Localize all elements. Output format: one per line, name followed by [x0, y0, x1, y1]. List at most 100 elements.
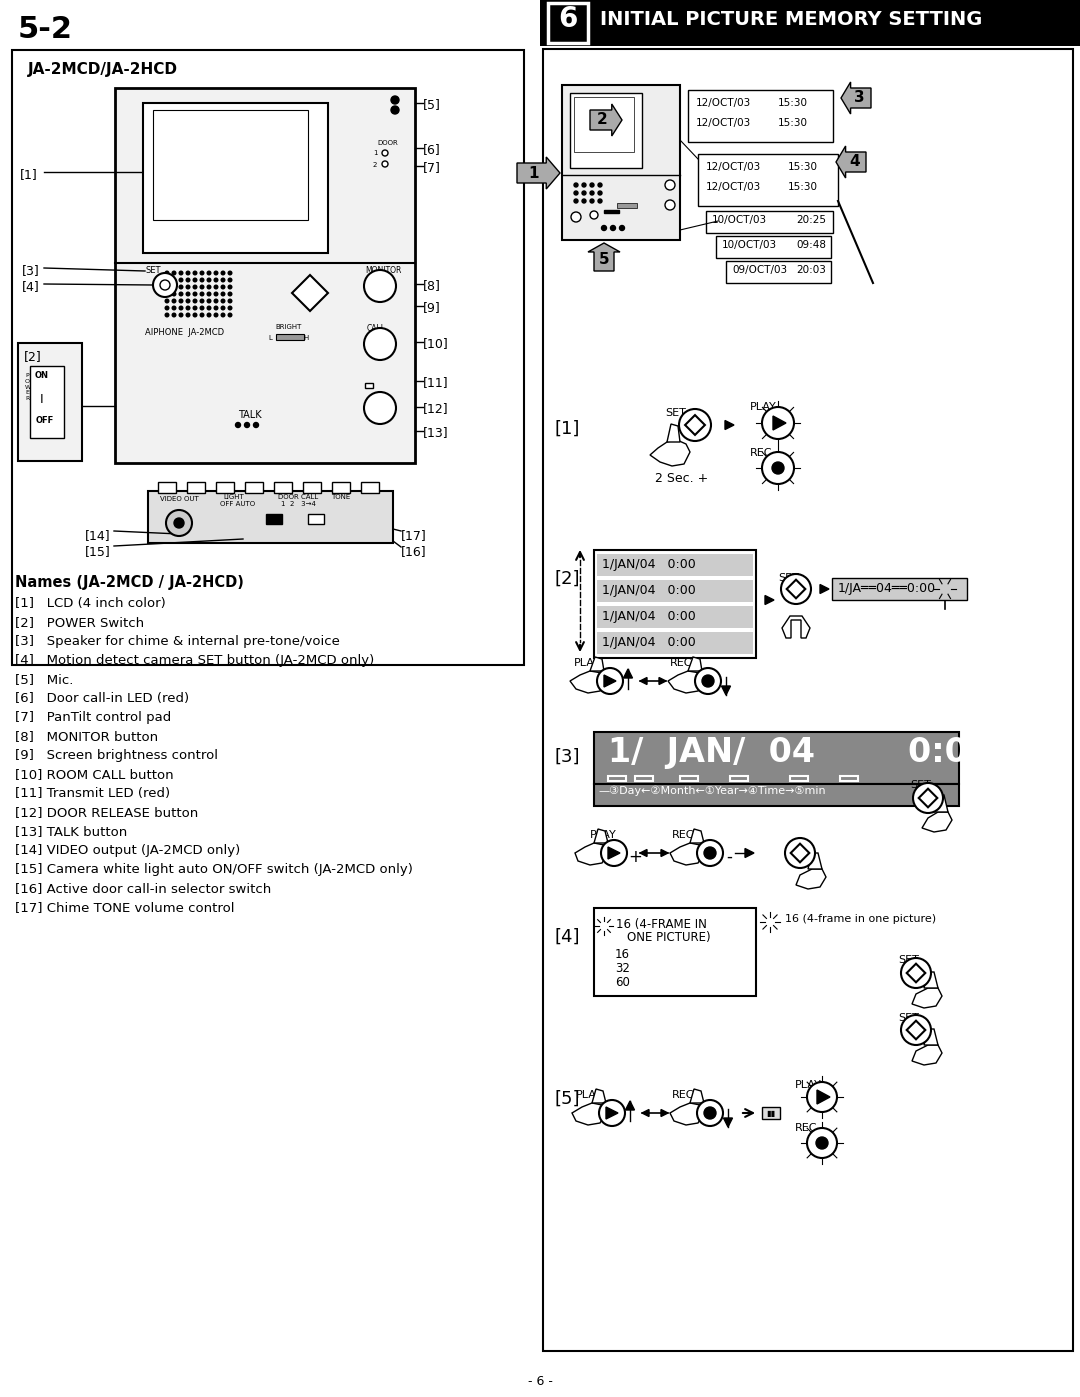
Polygon shape [773, 416, 786, 430]
Circle shape [153, 272, 177, 298]
Text: PLAY: PLAY [576, 1090, 603, 1099]
Circle shape [702, 675, 714, 687]
Circle shape [772, 462, 784, 474]
Polygon shape [816, 1090, 831, 1104]
Bar [594, 908, 756, 996]
Text: 1/JAN/04   0:00: 1/JAN/04 0:00 [602, 636, 696, 650]
Circle shape [193, 271, 197, 275]
Circle shape [228, 313, 232, 317]
Bar [608, 775, 626, 781]
Circle shape [228, 278, 232, 282]
Circle shape [582, 191, 586, 196]
Circle shape [221, 299, 225, 303]
Text: 2: 2 [373, 162, 377, 168]
Circle shape [597, 668, 623, 694]
Circle shape [179, 306, 183, 310]
Bar [303, 482, 321, 493]
Circle shape [214, 285, 218, 289]
Circle shape [214, 306, 218, 310]
Text: 12/OCT/03: 12/OCT/03 [696, 98, 752, 108]
Circle shape [214, 299, 218, 303]
Bar [143, 103, 328, 253]
Circle shape [214, 271, 218, 275]
Text: [10] ROOM CALL button: [10] ROOM CALL button [15, 768, 174, 781]
Text: PLAY: PLAY [573, 658, 600, 668]
Circle shape [382, 161, 388, 168]
Text: - 6 -: - 6 - [527, 1375, 553, 1389]
Polygon shape [907, 1021, 926, 1039]
Circle shape [590, 191, 594, 196]
Text: [3]   Speaker for chime & internal pre-tone/voice: [3] Speaker for chime & internal pre-ton… [15, 636, 340, 648]
Polygon shape [841, 82, 870, 115]
Circle shape [200, 292, 204, 296]
Text: 16 (4-frame in one picture): 16 (4-frame in one picture) [785, 914, 936, 923]
Text: MONITOR: MONITOR [365, 265, 402, 275]
Circle shape [762, 407, 794, 439]
Circle shape [179, 313, 183, 317]
Circle shape [179, 271, 183, 275]
Circle shape [665, 180, 675, 190]
Text: SET: SET [910, 780, 931, 789]
Circle shape [172, 278, 176, 282]
Circle shape [901, 1016, 931, 1045]
Polygon shape [782, 616, 810, 638]
Text: PLAY: PLAY [795, 1080, 822, 1090]
Text: REC: REC [670, 658, 692, 668]
Circle shape [214, 278, 218, 282]
Bar [365, 383, 373, 388]
Bar [148, 490, 393, 543]
Circle shape [364, 328, 396, 360]
Text: [9]   Screen brightness control: [9] Screen brightness control [15, 749, 218, 761]
Text: [1]   LCD (4 inch color): [1] LCD (4 inch color) [15, 597, 165, 610]
Bar [543, 49, 1074, 1351]
Text: 1/JAN/04   0:00: 1/JAN/04 0:00 [602, 584, 696, 597]
Circle shape [244, 422, 249, 427]
Text: [13] TALK button: [13] TALK button [15, 826, 127, 838]
Bar [604, 210, 619, 212]
Circle shape [610, 225, 616, 231]
Text: PLAY: PLAY [750, 402, 777, 412]
Text: [15] Camera white light auto ON/OFF switch (JA-2MCD only): [15] Camera white light auto ON/OFF swit… [15, 863, 413, 876]
Circle shape [785, 838, 815, 868]
Polygon shape [791, 844, 809, 862]
Circle shape [679, 409, 711, 441]
Text: 1: 1 [373, 149, 378, 156]
Polygon shape [924, 1030, 939, 1045]
Circle shape [186, 271, 190, 275]
Circle shape [221, 292, 225, 296]
Circle shape [602, 225, 607, 231]
Circle shape [221, 271, 225, 275]
Circle shape [207, 285, 211, 289]
Polygon shape [724, 1118, 732, 1127]
Circle shape [186, 306, 190, 310]
Bar [573, 96, 634, 152]
Bar [114, 88, 415, 462]
Text: OFF: OFF [36, 416, 54, 425]
Circle shape [193, 285, 197, 289]
Bar [832, 578, 967, 599]
Polygon shape [924, 972, 939, 988]
Circle shape [207, 292, 211, 296]
Circle shape [186, 278, 190, 282]
Polygon shape [836, 147, 866, 177]
Text: 6: 6 [558, 6, 578, 34]
Polygon shape [667, 425, 680, 441]
Circle shape [235, 422, 241, 427]
Text: REC: REC [750, 448, 772, 458]
Polygon shape [517, 156, 561, 189]
Circle shape [193, 306, 197, 310]
Text: [5]: [5] [423, 98, 441, 110]
Bar [789, 775, 808, 781]
Text: 32: 32 [615, 963, 630, 975]
Circle shape [179, 292, 183, 296]
Text: 16: 16 [615, 949, 630, 961]
Bar [597, 555, 753, 576]
Text: ONE PICTURE): ONE PICTURE) [627, 930, 711, 944]
Polygon shape [685, 415, 705, 434]
Polygon shape [765, 595, 774, 605]
Circle shape [571, 212, 581, 222]
Text: SET: SET [145, 265, 161, 275]
Circle shape [697, 840, 723, 866]
Circle shape [193, 313, 197, 317]
Circle shape [573, 191, 578, 196]
